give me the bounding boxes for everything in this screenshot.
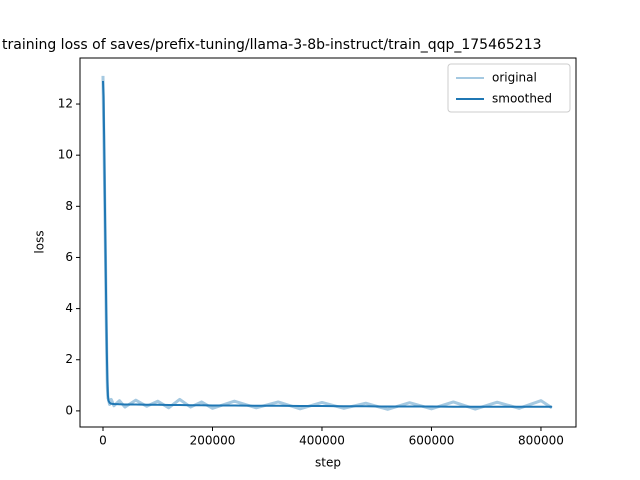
x-tick-label: 0 xyxy=(99,434,107,448)
x-tick-label: 600000 xyxy=(409,434,455,448)
legend-label: original xyxy=(492,71,537,85)
y-tick-label: 12 xyxy=(58,97,73,111)
legend-label: smoothed xyxy=(492,92,552,106)
x-axis-label: step xyxy=(315,456,341,470)
line-series xyxy=(101,75,553,411)
y-tick-label: 6 xyxy=(65,250,73,264)
legend: original smoothed xyxy=(447,63,571,113)
line-series xyxy=(101,80,552,408)
x-tick-label: 800000 xyxy=(518,434,564,448)
x-tick-label: 200000 xyxy=(190,434,236,448)
plot-frame xyxy=(79,57,577,428)
y-tick-label: 8 xyxy=(65,199,73,213)
y-axis-label: loss xyxy=(33,230,47,253)
chart-title: training loss of saves/prefix-tuning/lla… xyxy=(2,37,542,53)
y-tick-label: 10 xyxy=(58,148,73,162)
y-tick-label: 4 xyxy=(65,301,73,315)
y-tick-label: 0 xyxy=(65,403,73,417)
y-tick-label: 2 xyxy=(65,352,73,366)
x-tick-label: 400000 xyxy=(299,434,345,448)
